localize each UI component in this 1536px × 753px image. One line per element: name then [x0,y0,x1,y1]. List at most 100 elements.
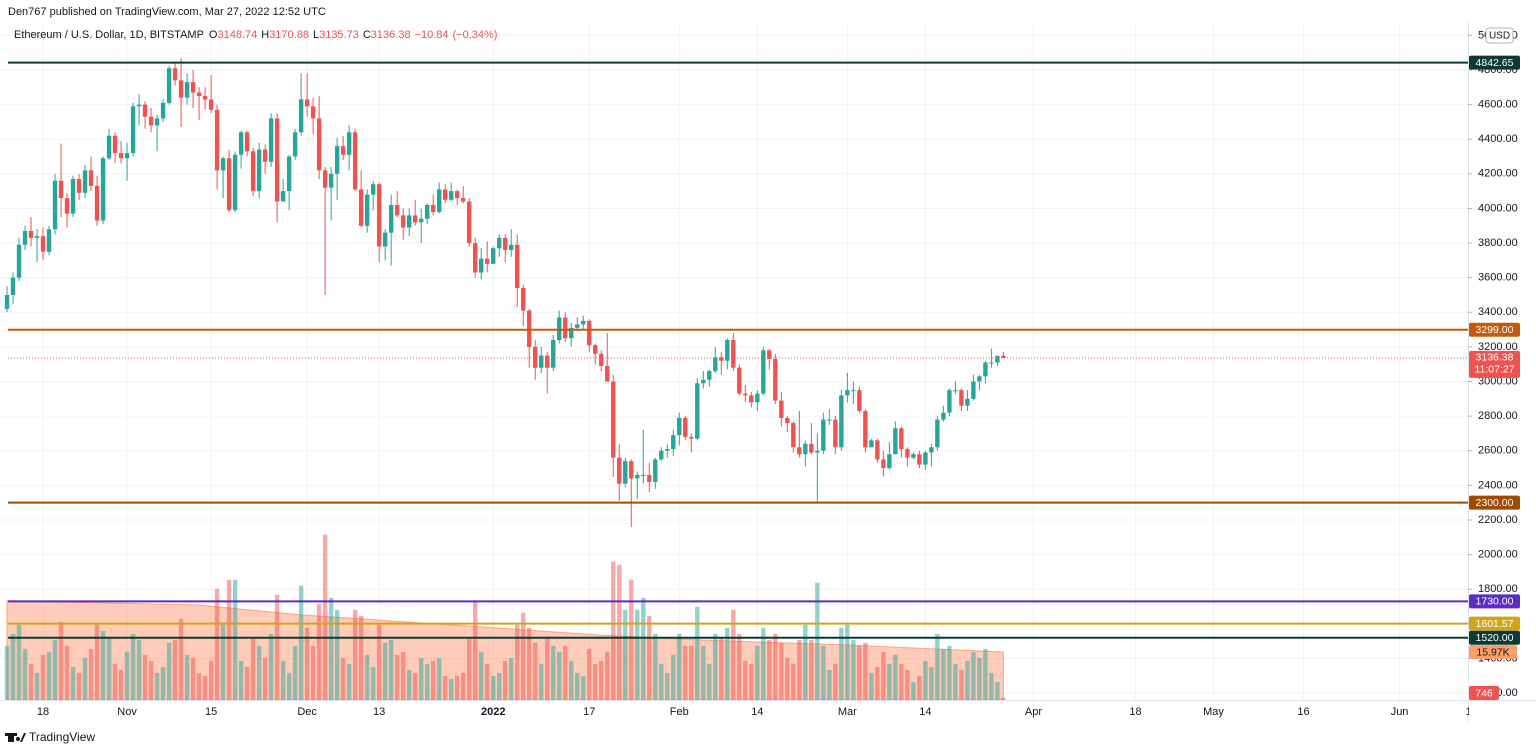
x-tick-label: 16 [1297,706,1309,718]
volume-bar [148,660,154,700]
volume-bar [917,675,922,700]
candle-body [94,185,100,221]
symbol: Ethereum / U.S. Dollar, 1D, BITSTAMP [14,29,204,41]
volume-bar [815,582,820,700]
volume-bar [491,675,496,700]
candle-body [509,244,514,250]
volume-bar [40,654,46,700]
candle-body [328,173,334,188]
volume-bar [695,606,700,700]
volume-bar [467,636,472,700]
candle-body [485,258,490,264]
candle-body [893,428,898,455]
volume-bar [184,654,190,700]
candle-body [292,132,298,157]
candle-body [725,339,730,361]
candle-body [635,474,640,479]
volume-bar [605,651,610,700]
volume-bar [34,672,40,700]
volume-bar [4,645,10,700]
volume-bar [719,636,724,700]
level-label: 1520.00 [1476,632,1514,644]
volume-ma-label: 15.97K [1476,646,1509,658]
candle-body [250,151,256,192]
y-tick-label: 2000.00 [1478,549,1518,561]
candle-body [10,277,16,295]
volume-bar [947,645,952,700]
y-tick-label: 3800.00 [1478,237,1518,249]
level-label: 3299.00 [1476,324,1514,336]
volume-bar [346,663,352,700]
candle-body [875,440,880,460]
volume-bar [791,663,796,700]
candle-body [142,104,148,117]
h-prefix: H [261,29,269,41]
candle-body [611,381,616,458]
volume-bar [539,663,544,700]
y-tick-label: 2400.00 [1478,479,1518,491]
volume-bar [406,669,412,700]
candle-body [352,132,358,190]
candle-body [971,381,976,399]
y-tick-label: 2600.00 [1478,445,1518,457]
volume-bar [400,651,406,700]
price-label: 3136.38 [1476,352,1514,364]
volume-bar [521,612,526,700]
volume-bar [857,645,862,700]
volume-bar [911,681,916,700]
candle-body [839,395,844,448]
candle-body [424,204,430,219]
volume-bar [28,663,34,700]
candle-body [959,390,964,406]
volume-bar [527,627,532,700]
volume-bar [737,633,742,700]
volume-bar [809,639,814,700]
volume-bar [875,666,880,700]
volume-bar [995,681,1000,700]
logo-part [20,733,26,742]
candle-body [262,149,268,162]
volume-bar [593,663,598,700]
volume-bar [190,657,196,700]
candle-body [779,400,784,418]
footer-brand: TradingView [29,730,95,744]
volume-bar [154,672,160,700]
candle-body [130,106,136,154]
candle-body [4,294,10,309]
volume-bar [202,675,208,700]
volume-bar [196,672,202,700]
currency-box[interactable] [1485,27,1514,44]
volume-bar [424,663,430,700]
volume-bar [713,633,718,700]
volume-bar [749,663,754,700]
volume-bar [881,651,886,700]
candle-body [629,461,634,479]
candle-body [124,153,130,159]
candle-body [76,179,82,193]
volume-bar [16,624,22,700]
candle-body [280,191,286,202]
volume-last-label-box [1469,686,1499,700]
candle-body [268,118,274,162]
countdown: 11:07:27 [1474,364,1514,376]
candle-body [785,417,790,424]
candle-body [869,440,874,448]
candle-body [641,474,646,476]
volume-bar [178,618,184,700]
candle-body [184,82,190,98]
y-tick-label: 3600.00 [1478,272,1518,284]
candle-body [527,310,532,347]
candle-body [118,153,124,159]
volume-bar [569,660,574,700]
x-tick-label: Mar [838,706,857,718]
candle-body [743,393,748,396]
candle-body [322,170,328,188]
volume-bar [899,663,904,700]
volume-bar [935,633,940,700]
candle-body [358,189,364,226]
level-label: 4842.65 [1476,57,1514,69]
candle-body [863,410,868,448]
candle-body [827,419,832,421]
currency[interactable]: USD [1489,31,1510,42]
